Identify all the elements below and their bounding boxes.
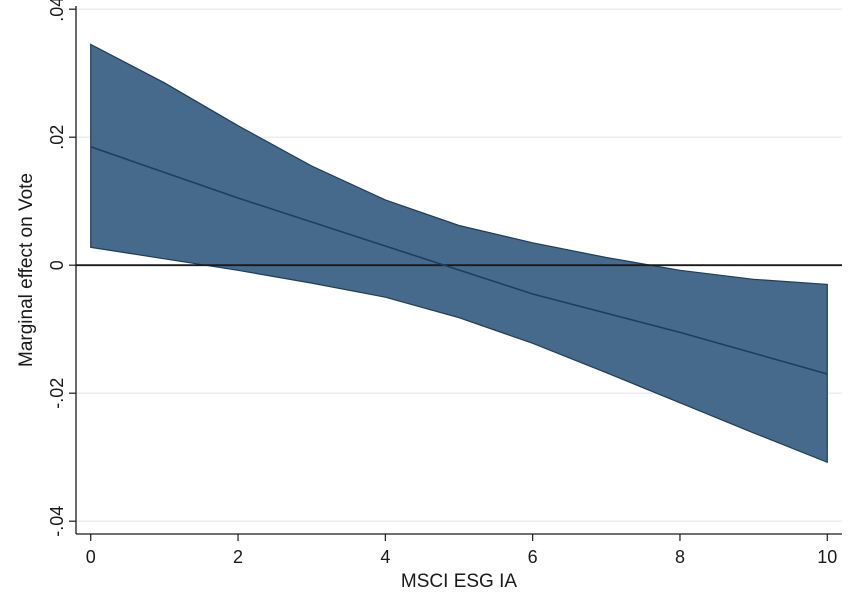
x-tick-label-1: 2 [233, 547, 243, 567]
y-tick-label-0: -.04 [47, 506, 67, 537]
y-tick-label-4: .04 [47, 0, 67, 22]
x-tick-label-3: 6 [528, 547, 538, 567]
confidence-band [90, 43, 828, 464]
y-axis-title: Marginal effect on Vote [16, 173, 37, 367]
y-axis-ticks: -.04 -.02 0 .02 .04 [47, 0, 76, 537]
effect-line-layer [90, 146, 828, 375]
x-tick-label-5: 10 [817, 547, 837, 567]
x-tick-label-4: 8 [675, 547, 685, 567]
y-tick-label-3: .02 [47, 125, 67, 150]
x-axis-ticks: 0 2 4 6 8 10 [86, 534, 837, 567]
x-tick-label-0: 0 [86, 547, 96, 567]
y-tick-label-2: 0 [47, 260, 67, 270]
axes [75, 6, 842, 535]
y-tick-label-1: -.02 [47, 378, 67, 409]
marginal-effect-line [90, 146, 828, 375]
confidence-band-layer [90, 43, 828, 464]
x-axis-title: MSCI ESG IA [401, 571, 517, 592]
x-tick-label-2: 4 [380, 547, 390, 567]
